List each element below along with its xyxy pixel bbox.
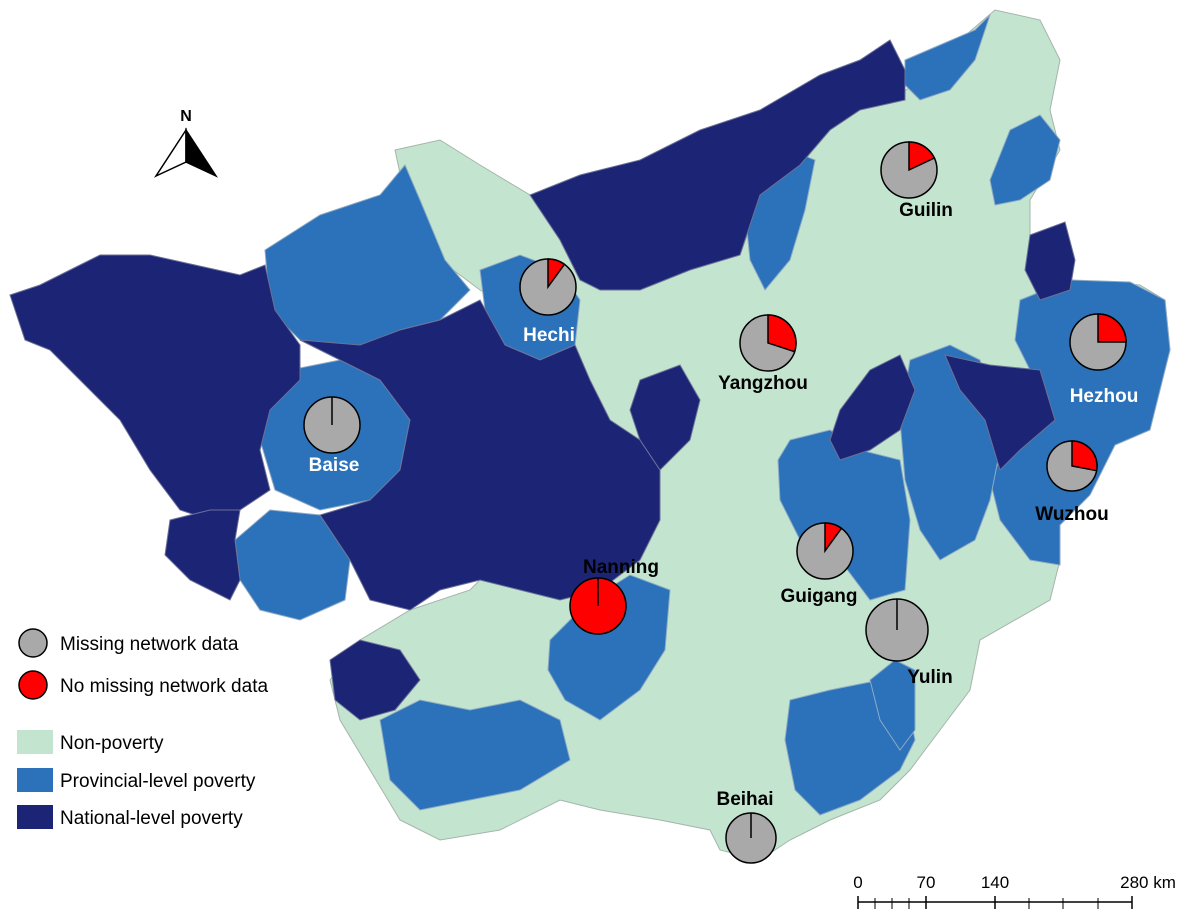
legend-provincial-swatch xyxy=(17,768,53,792)
legend-national-swatch xyxy=(17,805,53,829)
north-arrow: N xyxy=(153,108,219,178)
city-label-nanning: Nanning xyxy=(583,557,659,578)
pie-slice-no-missing xyxy=(547,258,566,290)
pie-nanning xyxy=(569,577,627,635)
legend-provincial-label: Provincial-level poverty xyxy=(60,771,256,792)
provincial-region xyxy=(234,509,351,621)
national-region xyxy=(299,299,661,611)
legend-non-poverty-swatch xyxy=(17,730,53,754)
provincial-region xyxy=(379,699,571,811)
legend-national-label: National-level poverty xyxy=(60,808,243,829)
pie-guigang xyxy=(796,522,854,580)
city-label-guigang: Guigang xyxy=(780,586,857,607)
pie-baise xyxy=(303,396,361,454)
national-region xyxy=(529,39,906,291)
national-region xyxy=(829,354,916,461)
pie-yangzhou xyxy=(739,314,797,372)
provincial-region xyxy=(989,114,1061,206)
city-label-wuzhou: Wuzhou xyxy=(1035,504,1109,525)
legend: Missing network data No missing network … xyxy=(17,628,268,829)
city-label-hezhou: Hezhou xyxy=(1070,386,1139,407)
scale-tick-70: 70 xyxy=(917,873,936,892)
north-arrow-right-half-icon xyxy=(185,127,219,178)
city-label-beihai: Beihai xyxy=(716,789,773,810)
legend-no-missing-swatch xyxy=(18,670,48,700)
national-region xyxy=(329,639,421,721)
city-label-baise: Baise xyxy=(309,455,360,476)
national-region xyxy=(629,364,701,471)
national-region xyxy=(944,354,1056,471)
north-arrow-label: N xyxy=(180,108,192,125)
legend-no-missing-label: No missing network data xyxy=(60,676,268,697)
pie-slice-no-missing xyxy=(1097,313,1127,343)
legend-non-poverty-label: Non-poverty xyxy=(60,733,164,754)
city-label-hechi: Hechi xyxy=(523,325,575,346)
pie-yulin xyxy=(865,598,929,662)
city-layer: Guilin Hechi Yangzhou Hezhou Baise Wuzho… xyxy=(303,141,1139,864)
pie-slice-no-missing xyxy=(908,141,936,172)
pie-hechi xyxy=(519,258,577,316)
city-label-yulin: Yulin xyxy=(907,667,952,688)
north-arrow-left-half-icon xyxy=(153,127,187,178)
pie-wuzhou xyxy=(1046,440,1098,492)
provincial-region xyxy=(904,14,991,101)
scale-tick-140: 140 xyxy=(981,873,1009,892)
pie-slice-no-missing xyxy=(767,314,797,353)
scale-tick-280: 280 km xyxy=(1120,873,1176,892)
pie-guilin xyxy=(880,141,938,199)
pie-hezhou xyxy=(1069,313,1127,371)
legend-missing-swatch xyxy=(18,628,48,658)
national-region xyxy=(9,254,301,521)
city-label-guilin: Guilin xyxy=(899,200,953,221)
pie-slice-no-missing xyxy=(824,522,843,554)
scale-bar: 0 70 140 280 km xyxy=(853,873,1176,909)
legend-missing-label: Missing network data xyxy=(60,634,239,655)
scale-tick-0: 0 xyxy=(853,873,862,892)
city-label-yangzhou: Yangzhou xyxy=(718,373,808,394)
national-region xyxy=(164,509,241,601)
pie-beihai xyxy=(725,812,777,864)
pie-slice-no-missing xyxy=(1071,440,1098,472)
national-region xyxy=(1024,221,1076,301)
